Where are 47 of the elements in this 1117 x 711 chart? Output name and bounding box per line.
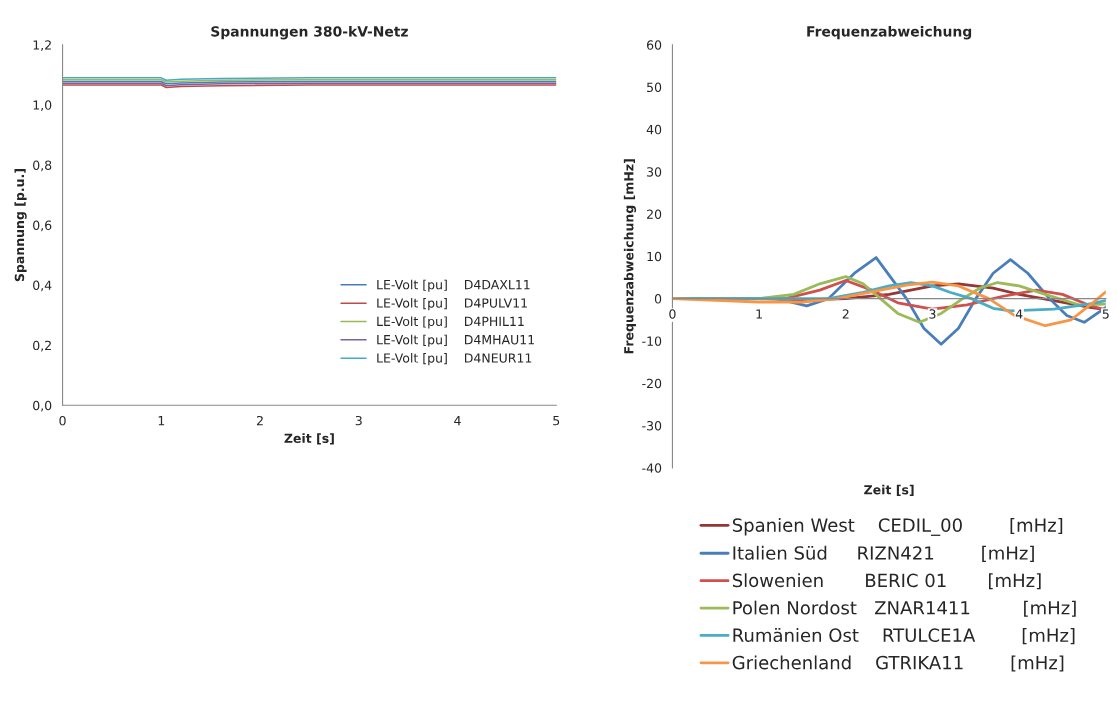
- legend-label: LE-Volt [pu] D4PHIL11: [377, 316, 524, 329]
- x-tick-label: 4: [454, 416, 461, 426]
- y-tick-label: -10: [642, 336, 662, 346]
- y-tick-label: 0,0: [33, 400, 52, 412]
- x-tick-label: 1: [756, 309, 762, 319]
- x-tick-label: 5: [553, 416, 560, 426]
- y-tick-label: 30: [647, 167, 662, 177]
- y-tick-label: 1,0: [33, 100, 52, 112]
- y-tick-label: 20: [647, 209, 662, 219]
- x-tick-label: 3: [355, 415, 362, 426]
- x-tick-label: 4: [1015, 309, 1023, 319]
- x-tick-label: 5: [1102, 309, 1109, 319]
- x-tick-label: 2: [256, 415, 263, 426]
- y-tick-label: 50: [647, 82, 662, 93]
- y-tick-label: 60: [646, 40, 662, 50]
- y-tick-label: 1,2: [33, 40, 51, 51]
- legend-label: Griechenland GTRIKA11 [mHz]: [732, 655, 1064, 672]
- legend-label: Spanien West CEDIL_00 [mHz]: [732, 517, 1063, 536]
- y-tick-label: -20: [642, 378, 662, 389]
- y-axis-title: Frequenzabweichung [mHz]: [623, 159, 637, 354]
- y-tick-label: 0: [654, 294, 662, 304]
- x-tick-label: 1: [158, 416, 165, 426]
- legend-label: Italien Süd RIZN421 [mHz]: [733, 545, 1034, 562]
- legend-label: LE-Volt [pu] D4NEUR11: [377, 353, 532, 366]
- x-axis-title: Zeit [s]: [284, 433, 334, 445]
- legend-label: LE-Volt [pu] D4PULV11: [377, 298, 527, 311]
- x-tick-label: 2: [842, 309, 849, 319]
- legend-label: Polen Nordost ZNAR1411 [mHz]: [733, 600, 1076, 617]
- x-tick-label: 0: [59, 415, 66, 426]
- x-axis-title: Zeit [s]: [864, 484, 914, 496]
- x-tick-label: 3: [929, 309, 936, 319]
- y-axis-title: Spannung [p.u.]: [14, 169, 27, 282]
- y-tick-label: 0,8: [33, 160, 52, 172]
- y-tick-label: 40: [646, 124, 662, 135]
- legend-label: Slowenien BERIC 01 [mHz]: [732, 573, 1041, 590]
- y-tick-label: -40: [642, 463, 662, 473]
- chart-title: Frequenzabweichung: [807, 25, 972, 40]
- legend-label: LE-Volt [pu] D4DAXL11: [377, 279, 530, 292]
- y-tick-label: 10: [647, 251, 662, 262]
- chart-title: Spannungen 380-kV-Netz: [211, 25, 408, 40]
- x-tick-label: 0: [669, 309, 676, 319]
- legend-label: LE-Volt [pu] D4MHAU11: [377, 334, 534, 347]
- y-tick-label: 0,2: [33, 340, 51, 352]
- y-tick-label: 0,4: [33, 280, 52, 292]
- y-tick-label: -30: [642, 421, 662, 431]
- legend-label: Rumänien Ost RTULCE1A [mHz]: [733, 628, 1075, 645]
- y-tick-label: 0,6: [33, 220, 52, 232]
